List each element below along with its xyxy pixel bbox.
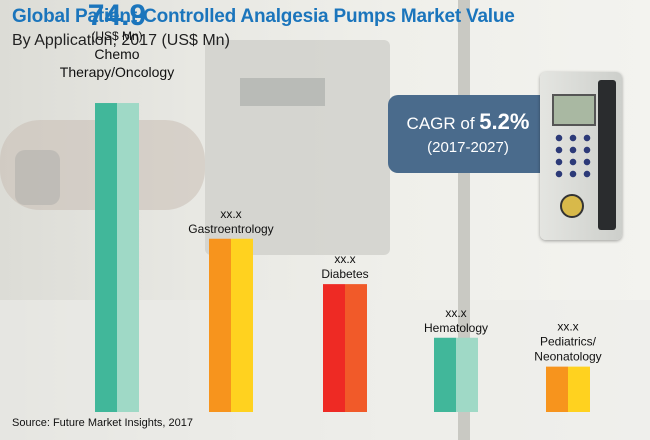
bar-1-left [95,103,117,412]
bar-4-right [456,337,478,412]
category-label-4: Hematology [424,321,488,335]
cagr-prefix: CAGR of [406,114,480,133]
cagr-value: 5.2% [479,109,530,134]
bar-1-right [117,103,139,412]
cagr-range: (2017-2027) [427,139,509,156]
data-label-1: 74.9 [88,0,146,32]
pump-lock-icon [560,194,584,218]
category-label-2: Gastroentrology [188,222,273,236]
pump-keypad [552,132,594,182]
bar-5-left [546,366,568,412]
bar-3-left [323,284,345,412]
data-label-4: xx.x [445,306,466,320]
cagr-callout: CAGR of 5.2% (2017-2027) [388,95,548,173]
category-label-1-line-1: Chemo [94,46,139,62]
bar-3-right [345,284,367,412]
category-label-3: Diabetes [321,267,368,281]
pump-screen [552,94,596,126]
chart-title: Global Patient-Controlled Analgesia Pump… [12,6,515,27]
background-watch-photo [15,150,60,205]
bar-4-left [434,337,456,412]
background-pump-photo [205,40,390,255]
data-label-3: xx.x [334,252,355,266]
data-label-2: xx.x [220,207,241,221]
bar-2-right [231,238,253,412]
category-label-5-line-2: Neonatology [534,350,601,364]
pca-pump-image [540,72,622,240]
pump-door [598,80,616,230]
bar-2-left [209,238,231,412]
category-label-5-line-1: Pediatrics/ [540,335,597,349]
source-note: Source: Future Market Insights, 2017 [12,417,193,429]
cagr-line: CAGR of 5.2% [388,109,548,135]
category-label-1-line-2: Therapy/Oncology [60,64,174,80]
unit-label: (US$ Mn) [91,29,142,43]
chart-subtitle: By Application, 2017 (US$ Mn) [12,32,230,49]
background-pump-screen [240,78,325,106]
data-label-5: xx.x [557,320,578,334]
bar-5-right [568,366,590,412]
